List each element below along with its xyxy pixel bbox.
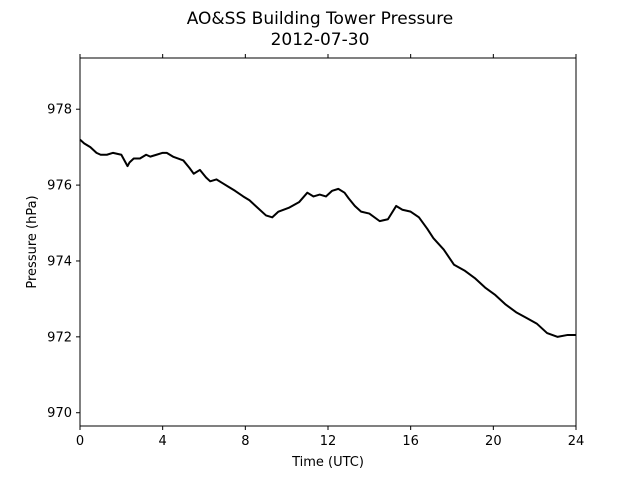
y-tick-label: 972: [47, 330, 72, 345]
y-axis: 970 972 974 976 978: [47, 103, 80, 421]
x-axis: 0 4 8 12 16 20 24: [76, 54, 584, 449]
chart-subtitle: 2012-07-30: [271, 30, 370, 50]
x-tick-label: 12: [320, 434, 337, 449]
x-tick-label: 20: [485, 434, 502, 449]
x-tick-label: 24: [568, 434, 585, 449]
x-tick-label: 8: [241, 434, 249, 449]
x-tick-label: 16: [402, 434, 419, 449]
x-axis-label: Time (UTC): [291, 455, 364, 470]
y-tick-label: 976: [47, 179, 72, 194]
chart-title: AO&SS Building Tower Pressure: [187, 9, 454, 29]
plot-frame: [79, 57, 577, 427]
y-tick-label: 978: [47, 103, 72, 118]
y-tick-label: 970: [47, 406, 72, 421]
plot-area: [79, 138, 576, 338]
pressure-line: [79, 138, 576, 338]
x-tick-label: 4: [159, 434, 167, 449]
y-axis-label: Pressure (hPa): [25, 195, 40, 288]
x-tick-label: 0: [76, 434, 84, 449]
y-tick-label: 974: [47, 254, 72, 269]
